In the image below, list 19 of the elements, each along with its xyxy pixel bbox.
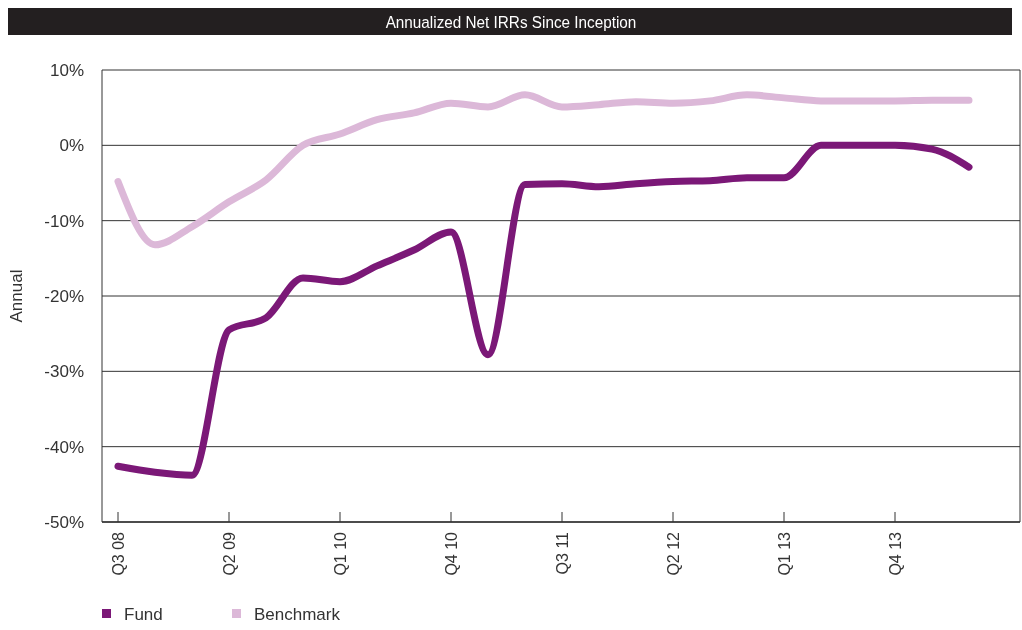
legend-label: Fund bbox=[124, 605, 163, 624]
y-tick-label: -40% bbox=[44, 437, 84, 457]
x-tick-label: Q4 10 bbox=[443, 531, 460, 576]
x-tick-label: Q2 12 bbox=[665, 531, 682, 576]
y-tick-label: -20% bbox=[44, 287, 84, 306]
legend-label: Benchmark bbox=[254, 605, 341, 624]
y-tick-label: -50% bbox=[44, 513, 84, 532]
x-tick-label: Q2 09 bbox=[221, 531, 238, 576]
x-tick-label: Q3 11 bbox=[554, 531, 571, 575]
y-tick-label: 0% bbox=[59, 136, 84, 156]
chart-title: Annualized Net IRRs Since Inception bbox=[385, 12, 637, 32]
x-tick-label: Q1 13 bbox=[776, 531, 793, 576]
y-tick-label: 10% bbox=[49, 61, 84, 80]
y-axis-title: Annual bbox=[7, 269, 26, 323]
x-tick-label: Q4 13 bbox=[887, 531, 904, 576]
x-tick-label: Q1 10 bbox=[332, 531, 349, 576]
y-tick-label: -30% bbox=[44, 362, 84, 382]
x-tick-label: Q3 08 bbox=[110, 531, 127, 576]
y-tick-label: -10% bbox=[44, 211, 84, 231]
